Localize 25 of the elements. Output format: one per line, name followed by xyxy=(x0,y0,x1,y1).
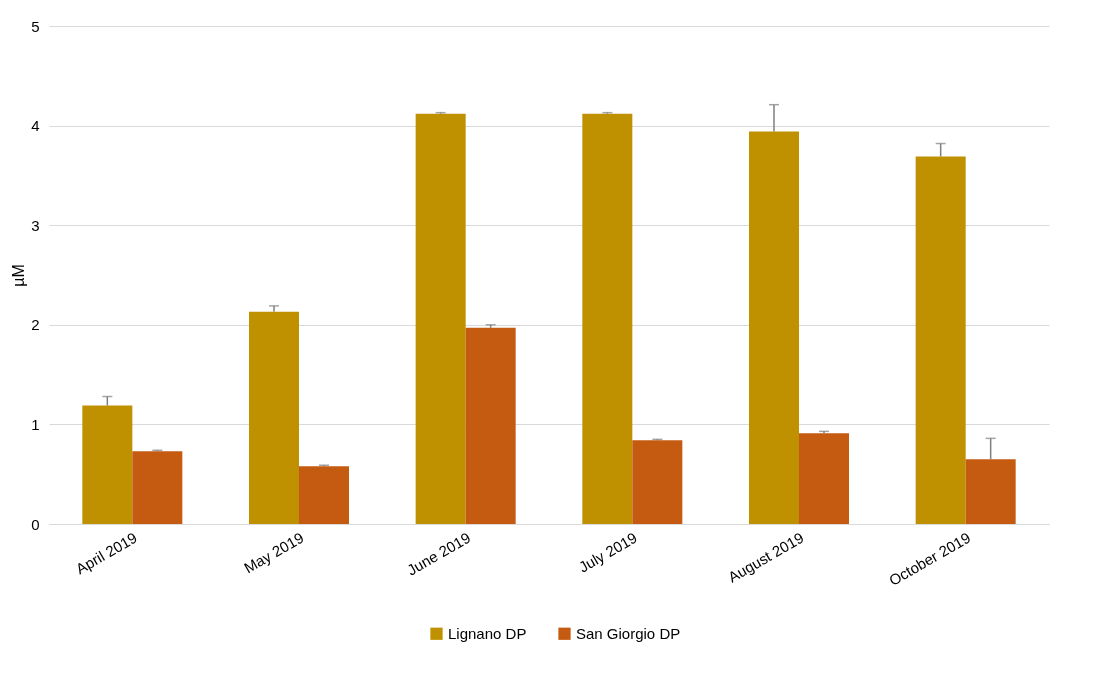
bar xyxy=(632,440,683,524)
y-tick-label: 5 xyxy=(31,17,40,35)
y-tick-label: 0 xyxy=(31,515,40,533)
bar xyxy=(132,451,183,524)
x-tick-label: May 2019 xyxy=(240,528,307,577)
bar xyxy=(582,113,633,524)
bar xyxy=(965,459,1016,524)
legend-label: San Giorgio DP xyxy=(576,624,681,642)
x-tick-label: July 2019 xyxy=(575,528,640,576)
bar xyxy=(915,156,966,524)
bar xyxy=(299,466,349,524)
y-tick-label: 2 xyxy=(31,316,40,334)
bar xyxy=(749,131,799,524)
legend-label: Lignano DP xyxy=(448,624,527,642)
bar xyxy=(249,311,299,524)
bar xyxy=(415,113,466,524)
y-tick-label: 3 xyxy=(31,216,40,234)
y-tick-label: 4 xyxy=(31,117,40,135)
y-axis-title: µM xyxy=(10,264,28,287)
bar xyxy=(465,327,516,524)
y-tick-label: 1 xyxy=(31,415,40,433)
bar xyxy=(799,433,849,524)
bar xyxy=(82,405,133,524)
x-tick-label: June 2019 xyxy=(403,528,474,579)
x-tick-label: April 2019 xyxy=(72,528,140,578)
